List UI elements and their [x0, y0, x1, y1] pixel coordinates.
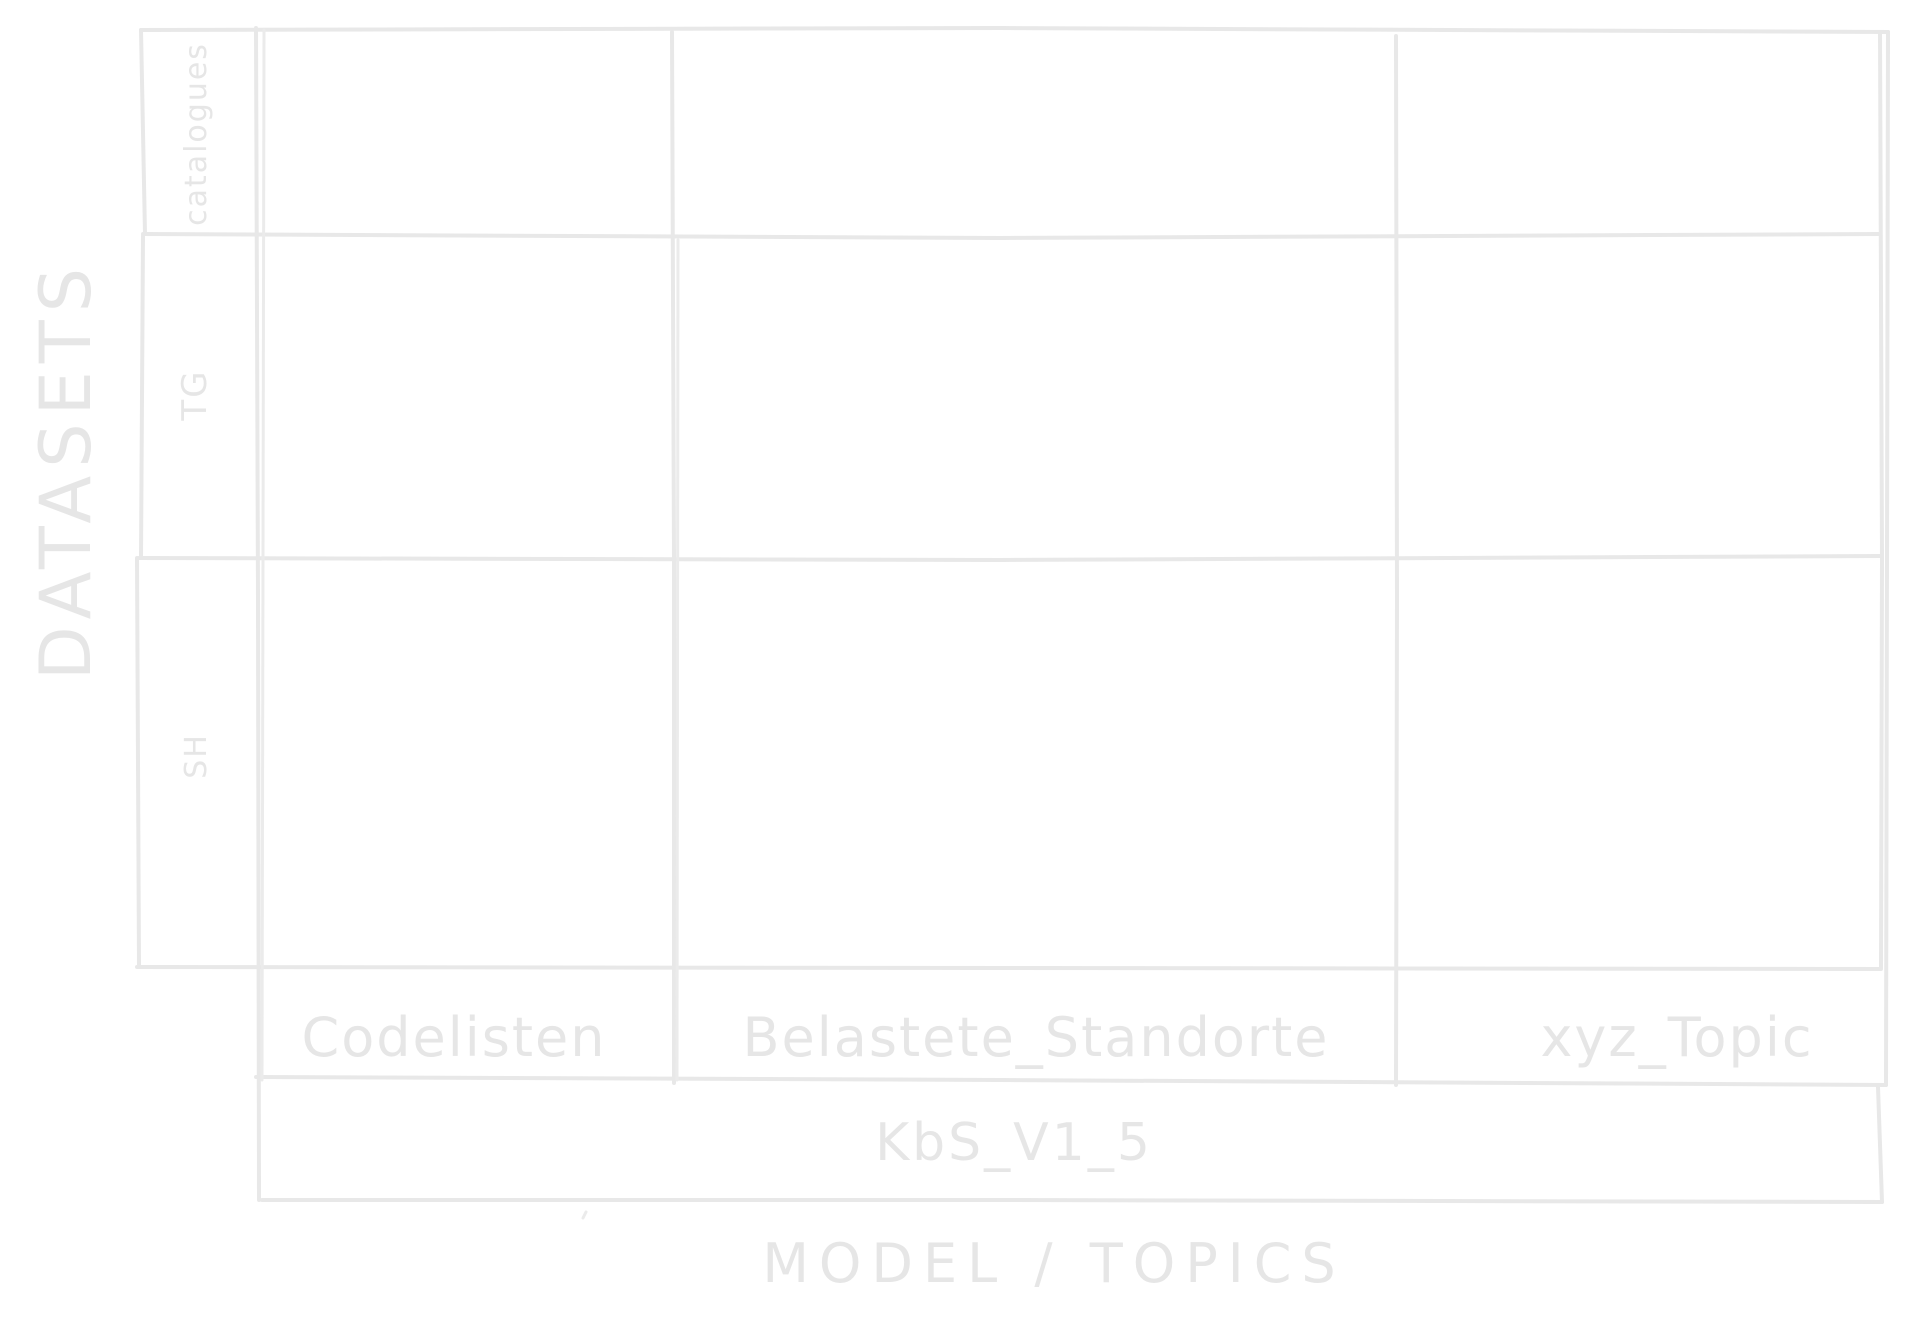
topic-label-belastete-standorte: Belastete_Standorte — [743, 1006, 1330, 1069]
row-label-sh: SH — [179, 733, 214, 779]
row-label-tg: TG — [175, 369, 215, 421]
row-label-catalogues: catalogues — [179, 42, 214, 226]
model-label: KbS_V1_5 — [875, 1113, 1153, 1173]
grid-lines — [135, 25, 1890, 1220]
topic-label-codelisten: Codelisten — [301, 1006, 606, 1069]
x-axis-label: MODEL / TOPICS — [762, 1232, 1345, 1295]
y-axis-label: DATASETS — [25, 260, 107, 680]
topic-label-xyz-topic: xyz_Topic — [1540, 1006, 1813, 1069]
